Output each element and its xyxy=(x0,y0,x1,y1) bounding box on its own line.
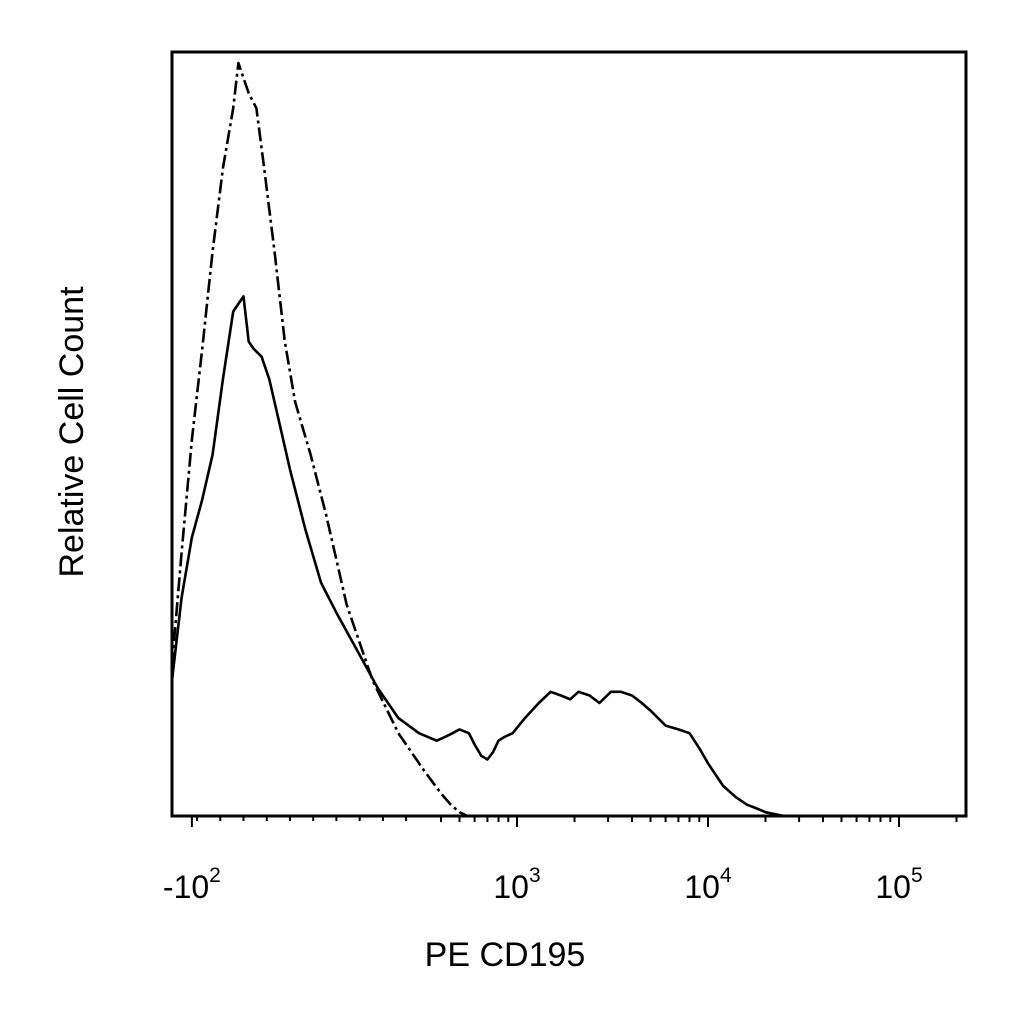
plot-frame xyxy=(170,50,968,818)
x-axis-title: PE CD195 xyxy=(425,936,586,974)
tick-label-layer: -102 103 104 105 xyxy=(163,864,923,905)
minor-tick-layer xyxy=(196,816,958,822)
major-tick-layer xyxy=(190,816,900,827)
series-layer xyxy=(170,61,966,818)
x-tick-label: 103 xyxy=(493,864,540,905)
x-tick-label: -102 xyxy=(163,864,221,905)
x-tick-label: 105 xyxy=(875,864,922,905)
control-histogram-line xyxy=(170,61,966,818)
stained-histogram-line xyxy=(170,295,966,818)
y-axis-title: Relative Cell Count xyxy=(53,286,91,578)
x-tick-label: 104 xyxy=(684,864,732,905)
